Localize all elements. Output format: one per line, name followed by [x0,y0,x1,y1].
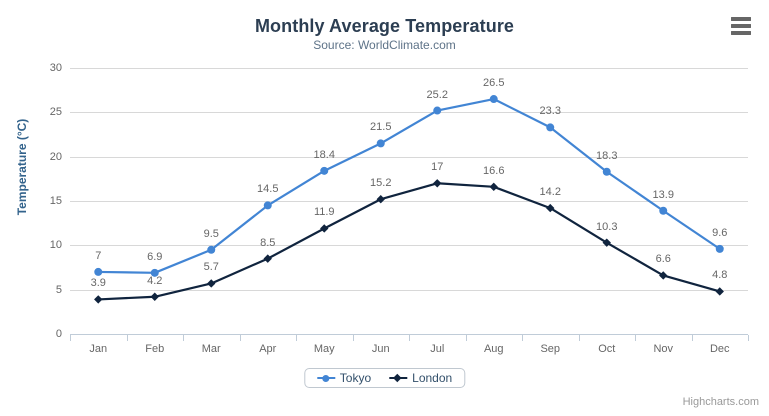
data-label: 26.5 [483,77,505,90]
x-axis-tick [578,335,580,341]
y-axis-tick-label: 20 [49,150,62,163]
gridline [70,156,748,158]
data-label: 8.5 [260,236,276,249]
data-label: 17 [431,161,444,174]
x-axis-tick [691,335,693,341]
y-axis-tick-label: 15 [49,195,62,207]
data-label: 14.5 [257,183,279,196]
data-label: 11.9 [313,206,335,219]
legend-label-london: London [412,371,453,385]
gridline [70,112,748,114]
gridline [70,289,748,291]
gridline [70,201,748,202]
x-axis-tick [296,335,297,341]
data-label: 23.3 [539,105,561,118]
y-axis-labels: 0 5 10 15 20 25 30 [12,0,62,416]
x-axis-tick-label: Jun [371,343,390,355]
legend-item-london[interactable]: London [389,371,452,385]
data-label: 9.6 [712,226,728,239]
x-axis-tick [239,335,241,341]
x-axis-tick-label: Oct [598,343,616,355]
data-label: 5.7 [203,261,219,274]
data-label: 10.3 [596,220,618,233]
x-axis-tick [183,335,184,341]
x-axis-tick-label: Dec [709,343,730,355]
chart-legend: Tokyo London [303,368,466,388]
x-axis-tick [409,335,410,341]
x-axis-tick [70,335,71,341]
legend-item-tokyo[interactable]: Tokyo [316,371,372,385]
y-axis-tick-label: 5 [55,283,62,296]
plot-area [70,68,748,335]
chart-title: Monthly Average Temperature [254,16,515,36]
data-label: 18.4 [313,148,335,161]
y-axis-tick-label: 0 [55,328,62,340]
x-axis-tick [635,335,636,341]
data-label: 15.2 [370,177,392,190]
x-axis-tick [748,335,749,341]
hamburger-bar [731,24,751,28]
x-axis-tick-label: Sep [540,343,561,355]
x-axis-tick-label: Feb [145,343,165,355]
data-label: 18.3 [596,149,618,162]
hamburger-menu-icon[interactable] [727,14,755,38]
data-label: 13.9 [652,188,674,201]
x-axis-tick [352,335,354,341]
credits-link[interactable]: Highcharts.com [682,396,759,408]
data-label: 7 [95,249,102,262]
data-label: 25.2 [426,88,448,101]
data-label: 14.2 [539,186,561,199]
gridline [70,245,748,247]
gridline [70,68,748,69]
y-axis-tick-label: 10 [49,239,62,252]
data-label: 3.9 [90,277,106,290]
x-axis-tick-label: Aug [483,343,504,355]
x-axis-tick-label: Jan [89,343,108,355]
data-label: 6.9 [147,250,163,263]
legend-label-tokyo: Tokyo [339,371,372,385]
data-label: 4.2 [147,274,163,287]
legend-marker-circle-icon [316,373,335,383]
data-label: 4.8 [712,269,728,282]
x-axis-tick-label: May [313,343,335,355]
x-axis-line [70,334,748,335]
chart-subtitle: Source: WorldClimate.com [313,38,456,52]
data-label: 21.5 [370,121,392,134]
x-axis-tick [465,335,467,341]
hamburger-bar [731,31,751,35]
x-axis-tick-label: Mar [201,343,221,355]
hamburger-bar [731,17,751,21]
data-label: 9.5 [203,227,219,240]
x-axis-tick [522,335,523,341]
x-axis-tick-label: Jul [430,343,445,355]
y-axis-tick-label: 30 [49,62,62,74]
x-axis-tick-label: Apr [259,343,277,355]
x-axis-tick [126,335,128,341]
y-axis-tick-label: 25 [49,106,62,119]
data-label: 6.6 [655,253,671,266]
data-label: 16.6 [483,164,505,177]
legend-marker-diamond-icon [389,373,408,383]
x-axis-tick-label: Nov [653,343,674,355]
